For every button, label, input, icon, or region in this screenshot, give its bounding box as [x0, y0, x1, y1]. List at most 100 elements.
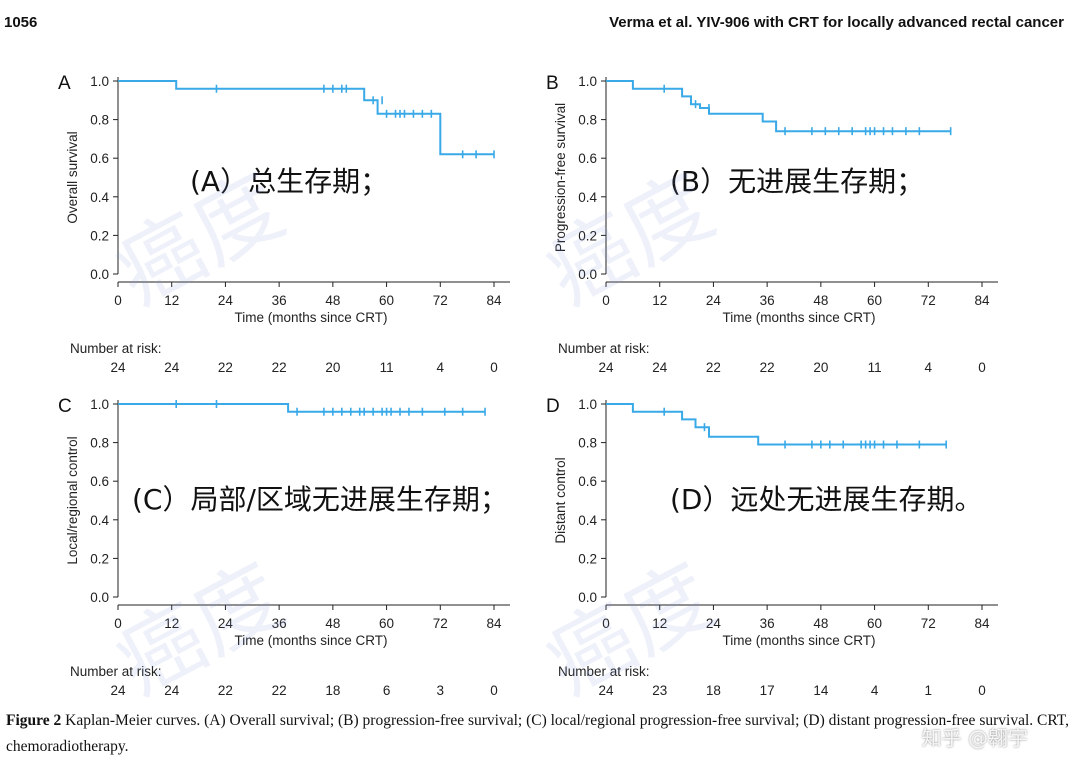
y-tick-label: 0.8 [578, 436, 597, 451]
x-tick-label: 0 [114, 616, 122, 631]
panel-letter: D [546, 396, 560, 417]
risk-count: 4 [437, 360, 445, 375]
panel-letter: A [58, 73, 71, 94]
risk-count: 6 [383, 683, 391, 698]
risk-table-label: Number at risk: [70, 664, 162, 679]
risk-count: 24 [164, 360, 180, 375]
km-panel-a: A 0.0 0.2 0.4 0.6 0.8 1.0 0 12 24 36 48 60 72 84 Time (… [50, 60, 580, 390]
y-tick-label: 0.4 [578, 513, 597, 528]
risk-count: 11 [380, 360, 394, 375]
y-tick-label: 0.2 [90, 228, 109, 243]
y-tick-label: 1.0 [90, 397, 109, 412]
x-tick-label: 48 [813, 293, 828, 308]
y-tick-label: 0.8 [90, 436, 109, 451]
risk-count: 22 [218, 360, 233, 375]
risk-count: 1 [925, 683, 933, 698]
x-tick-label: 48 [325, 293, 340, 308]
survival-curve [606, 403, 947, 446]
y-tick-label: 0.4 [578, 190, 597, 205]
watermark-credit: 知乎 @翱宇 [921, 726, 1028, 750]
x-tick-label: 60 [867, 616, 882, 631]
x-tick-label: 84 [486, 293, 502, 308]
y-axis-label: Progression-free survival [553, 103, 568, 252]
x-tick-label: 0 [602, 616, 610, 631]
risk-count: 24 [110, 360, 126, 375]
y-tick-label: 0.0 [90, 267, 109, 282]
risk-count: 18 [325, 683, 340, 698]
km-chart-a: A 0.0 0.2 0.4 0.6 0.8 1.0 0 12 24 36 48 60 72 84 Time (… [58, 73, 510, 375]
x-tick-label: 36 [760, 616, 775, 631]
risk-table-label: Number at risk: [70, 341, 162, 356]
overlay-label: (A）总生存期； [190, 165, 388, 198]
x-tick-label: 24 [706, 293, 722, 308]
x-axis-label: Time (months since CRT) [234, 633, 387, 648]
y-axis-label: Local/regional control [65, 436, 80, 564]
x-tick-label: 12 [164, 293, 179, 308]
x-axis-label: Time (months since CRT) [722, 633, 875, 648]
risk-count: 14 [813, 683, 829, 698]
risk-count: 20 [325, 360, 340, 375]
figure-caption: Figure 2 Kaplan-Meier curves. (A) Overal… [6, 708, 1072, 760]
risk-count: 4 [871, 683, 879, 698]
page-number: 1056 [4, 14, 38, 31]
risk-count: 11 [868, 360, 882, 375]
risk-table-label: Number at risk: [558, 341, 650, 356]
y-tick-label: 0.6 [90, 474, 109, 489]
y-tick-label: 0.6 [578, 151, 597, 166]
y-axis-label: Overall survival [65, 131, 80, 223]
risk-count: 24 [652, 360, 668, 375]
y-tick-label: 1.0 [90, 74, 109, 89]
overlay-label: (D）远处无进展生存期。 [670, 483, 983, 516]
survival-curve [606, 80, 951, 133]
figure-label: Figure 2 [6, 712, 62, 729]
x-axis-label: Time (months since CRT) [234, 310, 387, 325]
risk-count: 0 [978, 683, 986, 698]
survival-curve [118, 403, 485, 413]
risk-count: 0 [490, 360, 498, 375]
x-tick-label: 36 [272, 616, 287, 631]
risk-count: 0 [490, 683, 498, 698]
x-tick-label: 60 [379, 616, 394, 631]
x-tick-label: 48 [813, 616, 828, 631]
overlay-label: (B）无进展生存期； [670, 165, 924, 198]
x-tick-label: 36 [760, 293, 775, 308]
risk-count: 24 [110, 683, 126, 698]
risk-count: 22 [218, 683, 233, 698]
x-tick-label: 72 [433, 616, 448, 631]
x-tick-label: 24 [218, 293, 234, 308]
risk-count: 3 [437, 683, 445, 698]
y-tick-label: 0.0 [578, 590, 597, 605]
y-tick-label: 0.8 [578, 113, 597, 128]
x-axis-label: Time (months since CRT) [722, 310, 875, 325]
x-tick-label: 84 [974, 293, 990, 308]
km-panel-b: B 0.0 0.2 0.4 0.6 0.8 1.0 0 12 24 36 48 60 72 84 Time (… [538, 60, 1068, 390]
y-tick-label: 0.8 [90, 113, 109, 128]
x-tick-label: 72 [433, 293, 448, 308]
risk-count: 24 [598, 360, 614, 375]
risk-count: 24 [598, 683, 614, 698]
risk-count: 22 [706, 360, 721, 375]
x-tick-label: 24 [218, 616, 234, 631]
km-panel-d: D 0.0 0.2 0.4 0.6 0.8 1.0 0 12 24 36 48 60 72 84 Time (… [538, 383, 1068, 713]
x-tick-label: 84 [486, 616, 502, 631]
y-tick-label: 0.2 [578, 228, 597, 243]
x-tick-label: 12 [652, 293, 667, 308]
risk-count: 0 [978, 360, 986, 375]
km-chart-d: D 0.0 0.2 0.4 0.6 0.8 1.0 0 12 24 36 48 60 72 84 Time (… [546, 396, 998, 698]
x-tick-label: 36 [272, 293, 287, 308]
risk-count: 18 [706, 683, 721, 698]
risk-count: 22 [760, 360, 775, 375]
y-tick-label: 0.0 [90, 590, 109, 605]
y-tick-label: 0.4 [90, 513, 109, 528]
running-title: Verma et al. YIV-906 with CRT for locall… [609, 14, 1064, 31]
risk-count: 17 [760, 683, 775, 698]
risk-count: 20 [813, 360, 828, 375]
risk-count: 24 [164, 683, 180, 698]
survival-curve [118, 80, 494, 156]
y-axis-label: Distant control [553, 457, 568, 543]
y-tick-label: 1.0 [578, 74, 597, 89]
x-tick-label: 72 [921, 293, 936, 308]
y-tick-label: 1.0 [578, 397, 597, 412]
x-tick-label: 48 [325, 616, 340, 631]
x-tick-label: 12 [652, 616, 667, 631]
